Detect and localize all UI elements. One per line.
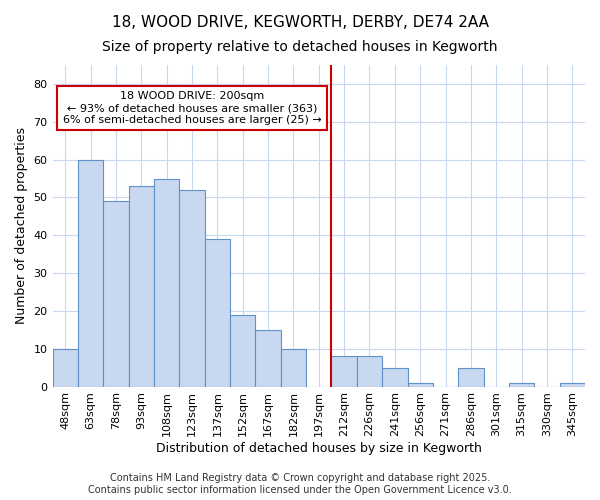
Bar: [357, 356, 382, 386]
Text: Size of property relative to detached houses in Kegworth: Size of property relative to detached ho…: [102, 40, 498, 54]
Text: Contains HM Land Registry data © Crown copyright and database right 2025.
Contai: Contains HM Land Registry data © Crown c…: [88, 474, 512, 495]
Bar: [509, 383, 534, 386]
Text: 18 WOOD DRIVE: 200sqm
← 93% of detached houses are smaller (363)
6% of semi-deta: 18 WOOD DRIVE: 200sqm ← 93% of detached …: [62, 92, 322, 124]
Bar: [458, 368, 484, 386]
Bar: [154, 178, 179, 386]
Bar: [128, 186, 154, 386]
Bar: [53, 349, 78, 387]
Y-axis label: Number of detached properties: Number of detached properties: [15, 128, 28, 324]
Bar: [331, 356, 357, 386]
Bar: [407, 383, 433, 386]
Bar: [382, 368, 407, 386]
Bar: [103, 201, 128, 386]
Bar: [256, 330, 281, 386]
X-axis label: Distribution of detached houses by size in Kegworth: Distribution of detached houses by size …: [156, 442, 482, 455]
Bar: [560, 383, 585, 386]
Bar: [205, 239, 230, 386]
Text: 18, WOOD DRIVE, KEGWORTH, DERBY, DE74 2AA: 18, WOOD DRIVE, KEGWORTH, DERBY, DE74 2A…: [112, 15, 488, 30]
Bar: [78, 160, 103, 386]
Bar: [179, 190, 205, 386]
Bar: [230, 314, 256, 386]
Bar: [281, 349, 306, 387]
